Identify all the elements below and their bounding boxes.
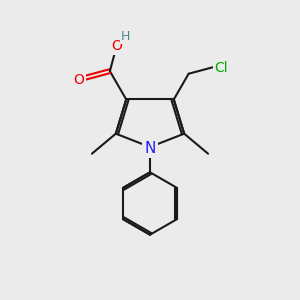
Text: H: H	[121, 30, 130, 43]
Text: O: O	[112, 39, 122, 53]
Text: O: O	[74, 73, 85, 87]
Text: Cl: Cl	[214, 61, 228, 75]
Text: N: N	[144, 141, 156, 156]
